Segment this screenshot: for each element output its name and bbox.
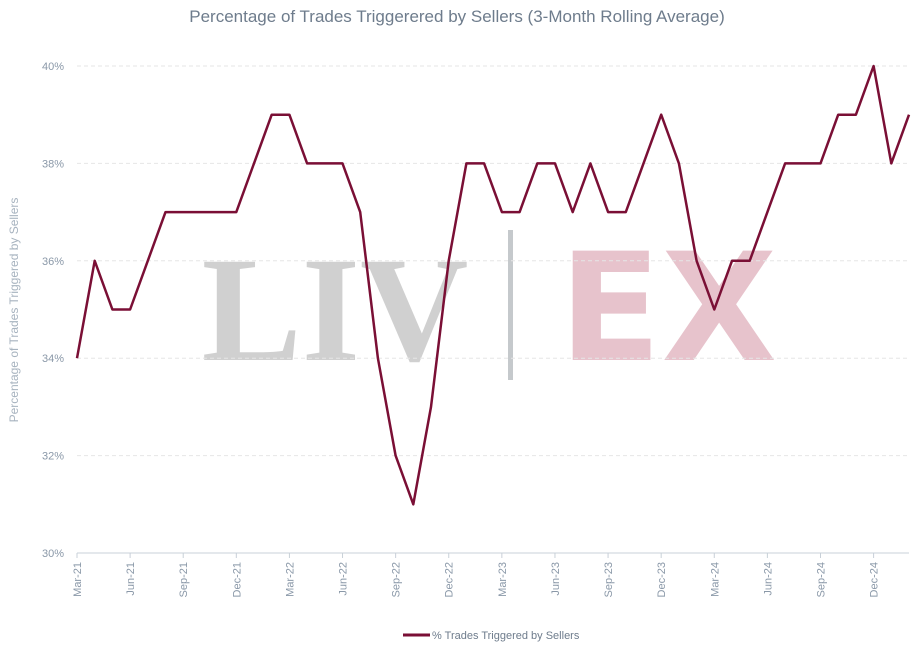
y-tick-label: 40%	[42, 61, 64, 73]
data-point[interactable]	[73, 354, 81, 362]
x-tick-label: Sep-24	[815, 562, 827, 597]
x-tick-label: Sep-23	[603, 562, 615, 597]
data-point[interactable]	[586, 159, 594, 167]
y-tick-label: 38%	[42, 158, 64, 170]
data-point[interactable]	[144, 257, 152, 265]
y-tick-label: 32%	[42, 451, 64, 463]
data-point[interactable]	[268, 111, 276, 119]
data-point[interactable]	[639, 159, 647, 167]
data-point[interactable]	[675, 159, 683, 167]
data-point[interactable]	[374, 354, 382, 362]
y-tick-label: 30%	[42, 548, 64, 560]
data-point[interactable]	[356, 208, 364, 216]
x-tick-label: Jun-24	[762, 562, 774, 596]
data-point[interactable]	[763, 208, 771, 216]
data-point[interactable]	[392, 452, 400, 460]
data-point[interactable]	[622, 208, 630, 216]
series-line[interactable]	[75, 64, 911, 506]
data-point[interactable]	[728, 257, 736, 265]
x-tick-label: Mar-24	[709, 562, 721, 597]
data-point[interactable]	[91, 257, 99, 265]
data-point[interactable]	[321, 159, 329, 167]
data-point[interactable]	[303, 159, 311, 167]
data-point[interactable]	[693, 257, 701, 265]
legend-label: % Trades Triggered by Sellers	[432, 630, 580, 642]
x-axis: Mar-21 Jun-21 Sep-21 Dec-21 Mar-22 Jun-22 Sep-…	[72, 553, 881, 597]
data-point[interactable]	[162, 208, 170, 216]
x-tick-label: Jun-23	[550, 562, 562, 596]
data-point[interactable]	[126, 306, 134, 314]
data-point[interactable]	[604, 208, 612, 216]
x-tick-label: Sep-22	[391, 562, 403, 597]
data-point[interactable]	[409, 500, 417, 508]
legend[interactable]: % Trades Triggered by Sellers	[403, 630, 580, 642]
data-point[interactable]	[905, 111, 913, 119]
x-tick-label: Sep-21	[178, 562, 190, 597]
data-point[interactable]	[569, 208, 577, 216]
data-point[interactable]	[427, 403, 435, 411]
data-point[interactable]	[746, 257, 754, 265]
y-axis-title: Percentage of Trades Triggered by Seller…	[7, 198, 21, 423]
data-point[interactable]	[533, 159, 541, 167]
x-tick-label: Mar-22	[284, 562, 296, 597]
data-point[interactable]	[816, 159, 824, 167]
data-point[interactable]	[710, 306, 718, 314]
series-layer	[73, 62, 913, 508]
x-tick-label: Dec-24	[869, 562, 881, 597]
data-point[interactable]	[551, 159, 559, 167]
x-tick-label: Dec-21	[231, 562, 243, 597]
x-tick-label: Dec-23	[656, 562, 668, 597]
data-point[interactable]	[516, 208, 524, 216]
data-point[interactable]	[250, 159, 258, 167]
data-point[interactable]	[852, 111, 860, 119]
x-tick-label: Jun-22	[338, 562, 350, 596]
x-tick-label: Jun-21	[125, 562, 137, 596]
liv-ex-watermark-logo: LIV EX	[202, 222, 777, 396]
data-point[interactable]	[232, 208, 240, 216]
data-point[interactable]	[179, 208, 187, 216]
x-tick-label: Mar-21	[72, 562, 84, 597]
x-tick-label: Mar-23	[497, 562, 509, 597]
x-tick-label: Dec-22	[444, 562, 456, 597]
data-point[interactable]	[108, 306, 116, 314]
data-point[interactable]	[799, 159, 807, 167]
data-point[interactable]	[870, 62, 878, 70]
svg-text:EX: EX	[559, 222, 777, 396]
chart-title: Percentage of Trades Triggerered by Sell…	[189, 7, 725, 26]
data-point[interactable]	[285, 111, 293, 119]
data-point[interactable]	[657, 111, 665, 119]
data-point[interactable]	[339, 159, 347, 167]
y-tick-label: 34%	[42, 353, 64, 365]
data-point[interactable]	[215, 208, 223, 216]
data-point[interactable]	[834, 111, 842, 119]
data-point[interactable]	[887, 159, 895, 167]
data-point[interactable]	[197, 208, 205, 216]
data-point[interactable]	[781, 159, 789, 167]
y-tick-label: 36%	[42, 256, 64, 268]
data-point[interactable]	[445, 257, 453, 265]
svg-text:LIV: LIV	[202, 227, 469, 393]
data-point[interactable]	[462, 159, 470, 167]
data-point[interactable]	[480, 159, 488, 167]
grid-lines	[77, 65, 909, 554]
data-point[interactable]	[498, 208, 506, 216]
y-axis: 30% 32% 34% 36% 38% 40%	[42, 61, 64, 560]
